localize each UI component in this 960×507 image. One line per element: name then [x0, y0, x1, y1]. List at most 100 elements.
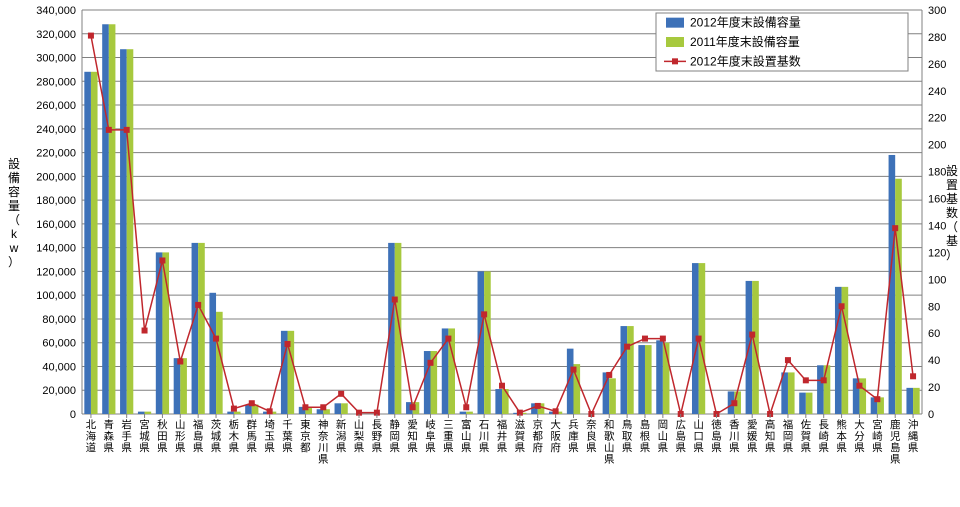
- svg-text:w: w: [9, 241, 19, 255]
- svg-text:県: 県: [229, 442, 240, 454]
- line-marker: [821, 377, 827, 383]
- category-label: 和歌山県: [604, 419, 615, 466]
- category-label: 神奈川県: [318, 418, 329, 466]
- bar: [656, 340, 663, 414]
- svg-text:基: 基: [946, 192, 958, 206]
- svg-text:縄: 縄: [908, 430, 919, 443]
- right-tick-label: 20: [928, 382, 940, 394]
- right-tick-label: 260: [928, 59, 946, 71]
- svg-text:奈: 奈: [586, 418, 597, 431]
- bar: [495, 389, 502, 414]
- svg-text:富: 富: [461, 418, 472, 431]
- svg-text:児: 児: [890, 431, 901, 443]
- legend: 2012年度末設備容量2011年度末設備容量2012年度末設置基数: [656, 13, 908, 71]
- svg-text:県: 県: [336, 442, 347, 454]
- category-label: 岡山県: [658, 419, 669, 454]
- category-label: 岐阜県: [425, 418, 436, 454]
- svg-text:京: 京: [532, 418, 543, 431]
- svg-text:城: 城: [211, 431, 222, 443]
- bar: [638, 345, 645, 414]
- category-label: 奈良県: [586, 418, 597, 454]
- category-label: 富山県: [461, 418, 472, 454]
- line-marker: [553, 408, 559, 414]
- category-label: 福井県: [497, 418, 508, 454]
- svg-text:兵: 兵: [568, 418, 579, 431]
- line-marker: [856, 383, 862, 389]
- svg-text:葉: 葉: [282, 430, 293, 443]
- svg-text:海: 海: [86, 430, 97, 443]
- line-marker: [624, 344, 630, 350]
- left-tick-label: 80,000: [42, 314, 76, 326]
- svg-text:馬: 馬: [247, 431, 258, 443]
- category-label: 山梨県: [354, 419, 365, 454]
- category-label: 山形県: [175, 419, 186, 454]
- svg-text:県: 県: [640, 442, 651, 454]
- legend-label: 2011年度末設備容量: [690, 34, 800, 49]
- line-marker: [320, 404, 326, 410]
- bar: [174, 358, 181, 414]
- category-label: 新潟県: [336, 418, 347, 454]
- svg-text:県: 県: [461, 442, 472, 454]
- bar: [620, 326, 627, 414]
- right-tick-label: 100: [928, 274, 946, 286]
- line-marker: [570, 367, 576, 373]
- line-marker: [410, 404, 416, 410]
- svg-text:田: 田: [157, 431, 168, 443]
- svg-text:北: 北: [86, 419, 97, 431]
- right-tick-label: 60: [928, 328, 940, 340]
- left-tick-label: 20,000: [42, 385, 76, 397]
- category-label: 福岡県: [783, 418, 794, 454]
- category-label: 滋賀県: [515, 418, 526, 454]
- bar: [138, 412, 145, 414]
- line-marker: [445, 336, 451, 342]
- category-label: 静岡県: [390, 418, 401, 454]
- svg-text:京: 京: [300, 430, 311, 443]
- bar: [395, 243, 402, 414]
- bar: [627, 326, 634, 414]
- category-label: 福島県: [193, 418, 204, 454]
- svg-text:静: 静: [390, 418, 401, 431]
- svg-text:県: 県: [729, 442, 740, 454]
- line-marker: [124, 127, 130, 133]
- svg-text:県: 県: [479, 442, 490, 454]
- svg-text:県: 県: [247, 442, 258, 454]
- bar: [906, 388, 913, 414]
- line-marker: [213, 336, 219, 342]
- legend-label: 2012年度末設備容量: [690, 15, 801, 30]
- svg-text:県: 県: [890, 454, 901, 466]
- svg-text:県: 県: [390, 442, 401, 454]
- svg-text:群: 群: [247, 418, 258, 431]
- line-marker: [195, 302, 201, 308]
- line-marker: [392, 297, 398, 303]
- left-axis-label: 設備容量（kw）: [8, 156, 20, 269]
- bar: [227, 412, 234, 414]
- svg-text:県: 県: [872, 442, 883, 454]
- svg-text:県: 県: [282, 442, 293, 454]
- svg-text:）: ）: [8, 255, 20, 269]
- svg-text:山: 山: [658, 431, 669, 443]
- category-label: 三重県: [443, 419, 454, 454]
- line-marker: [910, 373, 916, 379]
- category-label: 埼玉県: [264, 418, 275, 454]
- svg-text:県: 県: [175, 442, 186, 454]
- svg-text:県: 県: [121, 442, 132, 454]
- svg-text:石: 石: [479, 419, 490, 431]
- line-marker: [606, 372, 612, 378]
- svg-text:和: 和: [604, 419, 615, 431]
- svg-text:県: 県: [693, 442, 704, 454]
- svg-text:都: 都: [300, 442, 311, 454]
- line-marker: [338, 391, 344, 397]
- line-marker: [428, 360, 434, 366]
- bar: [388, 243, 395, 414]
- svg-text:県: 県: [747, 442, 758, 454]
- left-tick-label: 200,000: [36, 171, 76, 183]
- svg-text:置: 置: [946, 178, 958, 192]
- category-label: 愛媛県: [747, 418, 758, 454]
- line-marker: [731, 400, 737, 406]
- svg-text:潟: 潟: [336, 430, 347, 443]
- category-label: 宮崎県: [872, 418, 883, 454]
- svg-text:滋: 滋: [515, 418, 526, 431]
- line-marker: [142, 328, 148, 334]
- line-marker: [177, 358, 183, 364]
- svg-text:県: 県: [818, 442, 829, 454]
